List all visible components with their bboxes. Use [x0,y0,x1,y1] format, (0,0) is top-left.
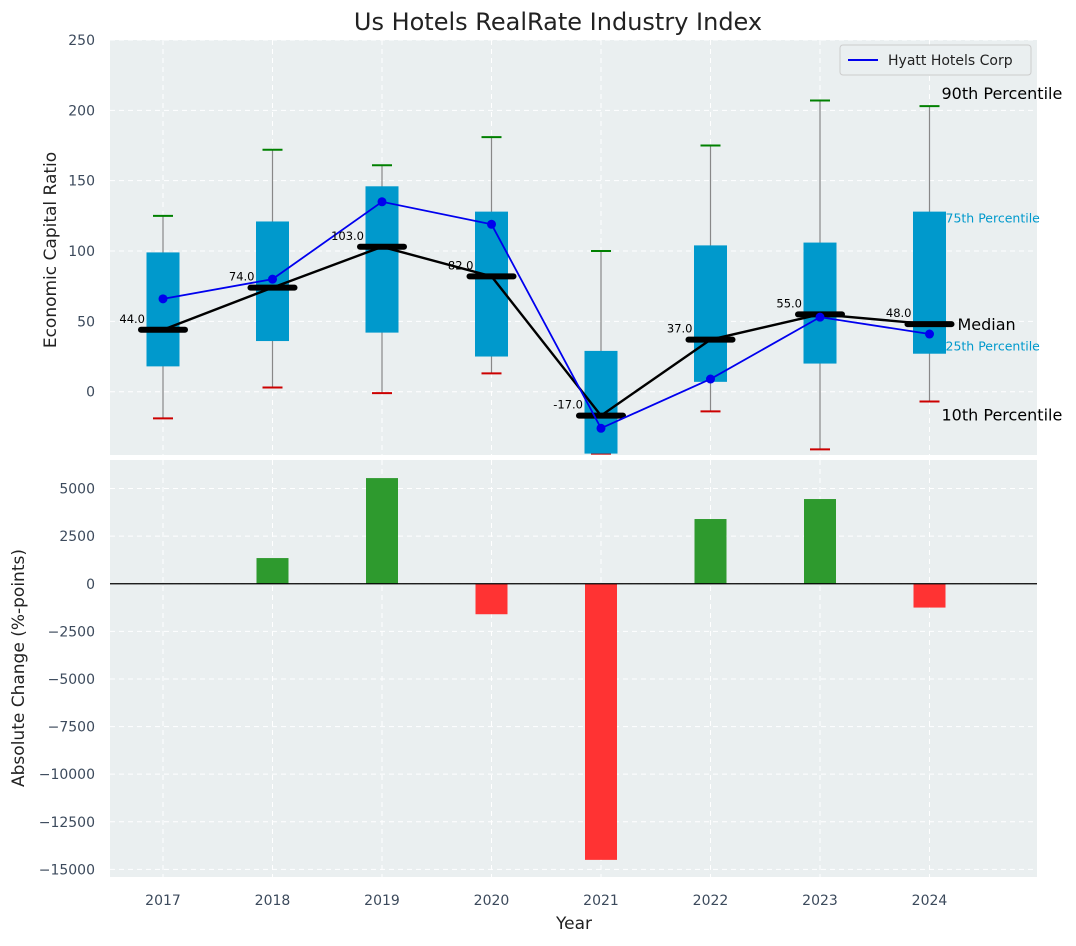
x-tick-label-2021: 2021 [583,893,619,909]
median-line [162,245,930,418]
top-y-tick-label-0: 0 [86,385,95,401]
median-value-label-2022: 37.0 [667,322,693,336]
bottom-y-tick-label--10000: −10000 [39,767,95,783]
x-tick-label-2018: 2018 [255,893,291,909]
median-value-label-2024: 48.0 [886,306,912,320]
bottom-bars [110,478,1037,860]
x-tick-label-2024: 2024 [912,893,948,909]
annotation-p90: 90th Percentile [942,84,1063,103]
series-point-hyatt-2019 [377,197,387,207]
change-bar-2019 [366,478,398,584]
bottom-y-tick-label-0: 0 [86,577,95,593]
bottom-y-tick-label--15000: −15000 [39,862,95,878]
series-point-hyatt-2021 [596,423,606,433]
median-value-label-2019: 103.0 [331,229,364,243]
series-point-hyatt-2023 [815,312,825,322]
top-plot-background [110,40,1037,455]
top-y-tick-label-150: 150 [68,174,95,190]
bottom-plot-background [110,460,1037,877]
chart-title: Us Hotels RealRate Industry Index [354,8,762,36]
bottom-y-tick-label-5000: 5000 [59,482,95,498]
legend-label-hyatt: Hyatt Hotels Corp [888,53,1013,69]
x-tick-label-2017: 2017 [145,893,181,909]
series-line-hyatt [162,200,930,430]
top-y-tick-label-250: 250 [68,33,95,49]
median-value-label-2023: 55.0 [776,296,802,310]
legend: Hyatt Hotels Corp [839,44,1032,76]
bottom-y-tick-label--2500: −2500 [48,624,95,640]
series-point-hyatt-2020 [487,219,496,229]
median-value-label-2018: 74.0 [229,270,255,284]
top-y-ticks: 0 50 100 150 200 250 [68,33,95,401]
box-2022 [694,245,727,382]
change-bar-2020 [475,583,508,615]
top-y-tick-label-200: 200 [68,103,95,119]
change-bar-2024 [913,583,946,608]
bottom-y-tick-label-2500: 2500 [59,529,95,545]
bottom-y-axis-label: Absolute Change (%-points) [9,549,29,787]
top-y-tick-label-100: 100 [68,244,95,260]
box-2017 [146,252,180,367]
x-axis-label: Year [555,914,592,934]
series-point-hyatt-2018 [268,274,277,284]
legend-box [839,44,1032,76]
change-bar-2022 [694,519,727,584]
box-2023 [803,242,837,364]
bottom-y-ticks: −15000 −12500 −10000 −7500 −5000 −2500 0 2500 50… [39,482,95,879]
change-bar-2021 [585,583,617,860]
top-lines [158,197,934,433]
change-bar-2018 [256,558,289,584]
box-2020 [475,211,508,357]
bottom-y-tick-label--12500: −12500 [39,815,95,831]
x-tick-label-2019: 2019 [364,893,400,909]
bottom-y-tick-label--7500: −7500 [48,720,95,736]
series-point-hyatt-2024 [925,329,934,339]
annotation-p75: 75th Percentile [946,211,1041,226]
median-value-label-2020: 82.0 [448,258,474,272]
change-bar-2023 [804,499,836,584]
top-labels: 44.0 74.0 103.0 82.0 -17.0 37.0 55.0 48.0 [119,229,911,412]
annotation-p25: 25th Percentile [946,339,1041,354]
median-value-label-2021: -17.0 [553,398,583,412]
annotation-p10: 10th Percentile [942,406,1063,425]
x-tick-label-2020: 2020 [474,893,510,909]
top-y-tick-label-50: 50 [77,314,95,330]
percentile-annotations: 90th Percentile 75th Percentile Median 25th… [942,84,1063,424]
series-point-hyatt-2022 [706,374,715,384]
median-value-label-2017: 44.0 [119,312,145,326]
x-tick-label-2023: 2023 [802,893,838,909]
x-tick-label-2022: 2022 [693,893,729,909]
bottom-x-ticks: 2017 2018 2019 2020 2021 2022 2023 2024 [145,893,947,909]
box-2019 [365,186,399,333]
top-y-axis-label: Economic Capital Ratio [41,152,61,348]
series-point-hyatt-2017 [158,294,168,304]
annotation-median: Median [958,315,1016,334]
bottom-y-tick-label--5000: −5000 [48,672,95,688]
